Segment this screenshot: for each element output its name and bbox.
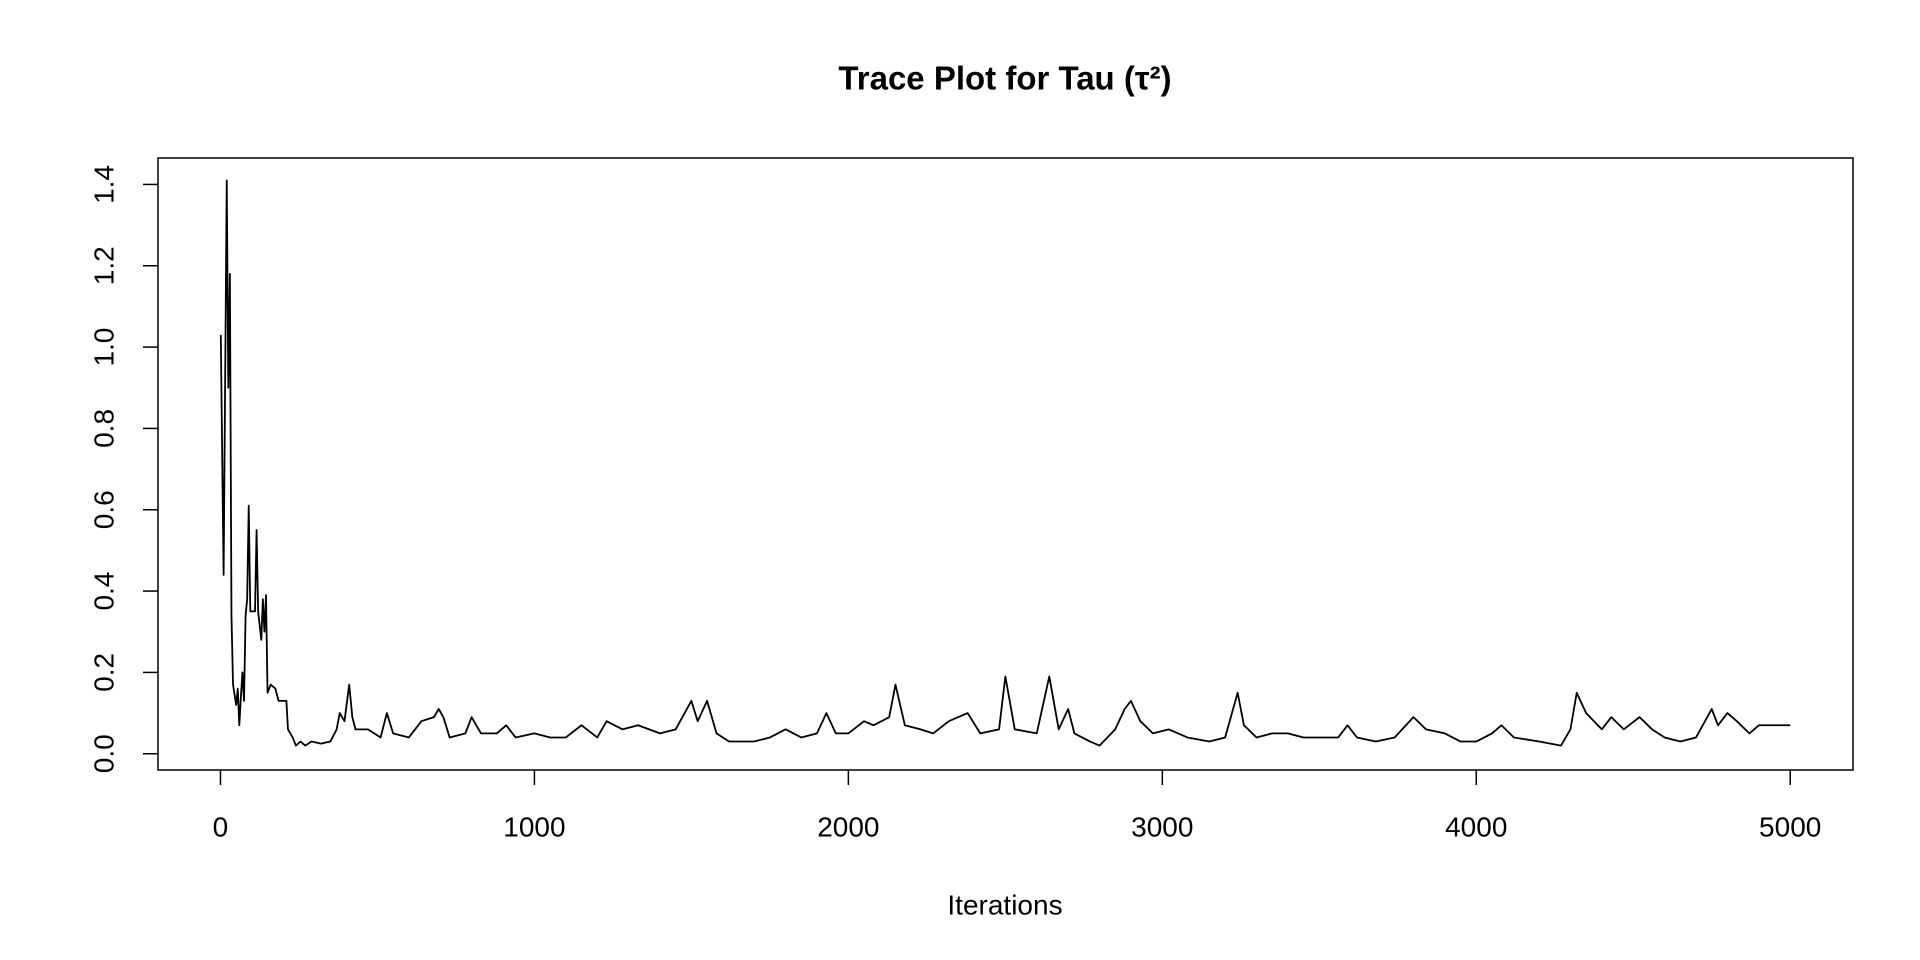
x-tick-label: 5000	[1759, 811, 1821, 842]
chart-title: Trace Plot for Tau (τ²)	[838, 60, 1171, 97]
y-tick-label: 0.6	[88, 490, 119, 529]
x-tick-label: 4000	[1445, 811, 1507, 842]
x-tick-label: 0	[213, 811, 229, 842]
y-tick-label: 1.2	[88, 246, 119, 285]
y-tick-label: 1.0	[88, 328, 119, 367]
y-tick-label: 0.0	[88, 734, 119, 773]
plot-frame	[157, 157, 1854, 771]
y-tick-label: 1.4	[88, 165, 119, 204]
y-tick-label: 0.2	[88, 653, 119, 692]
x-tick-label: 1000	[503, 811, 565, 842]
trace-line	[219, 179, 1791, 747]
y-tick-label: 0.8	[88, 409, 119, 448]
x-axis-label: Iterations	[947, 889, 1062, 920]
x-tick-label: 2000	[817, 811, 879, 842]
y-tick-label: 0.4	[88, 572, 119, 611]
x-tick-label: 3000	[1131, 811, 1193, 842]
